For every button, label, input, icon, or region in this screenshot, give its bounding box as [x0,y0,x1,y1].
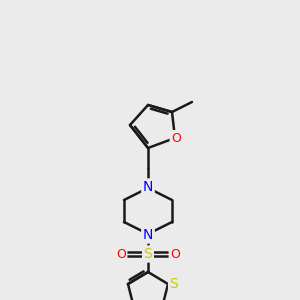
Text: S: S [169,277,178,291]
Text: N: N [143,180,153,194]
Text: N: N [143,228,153,242]
Text: O: O [171,131,181,145]
Text: O: O [170,248,180,260]
Text: O: O [116,248,126,260]
Text: S: S [144,247,152,261]
